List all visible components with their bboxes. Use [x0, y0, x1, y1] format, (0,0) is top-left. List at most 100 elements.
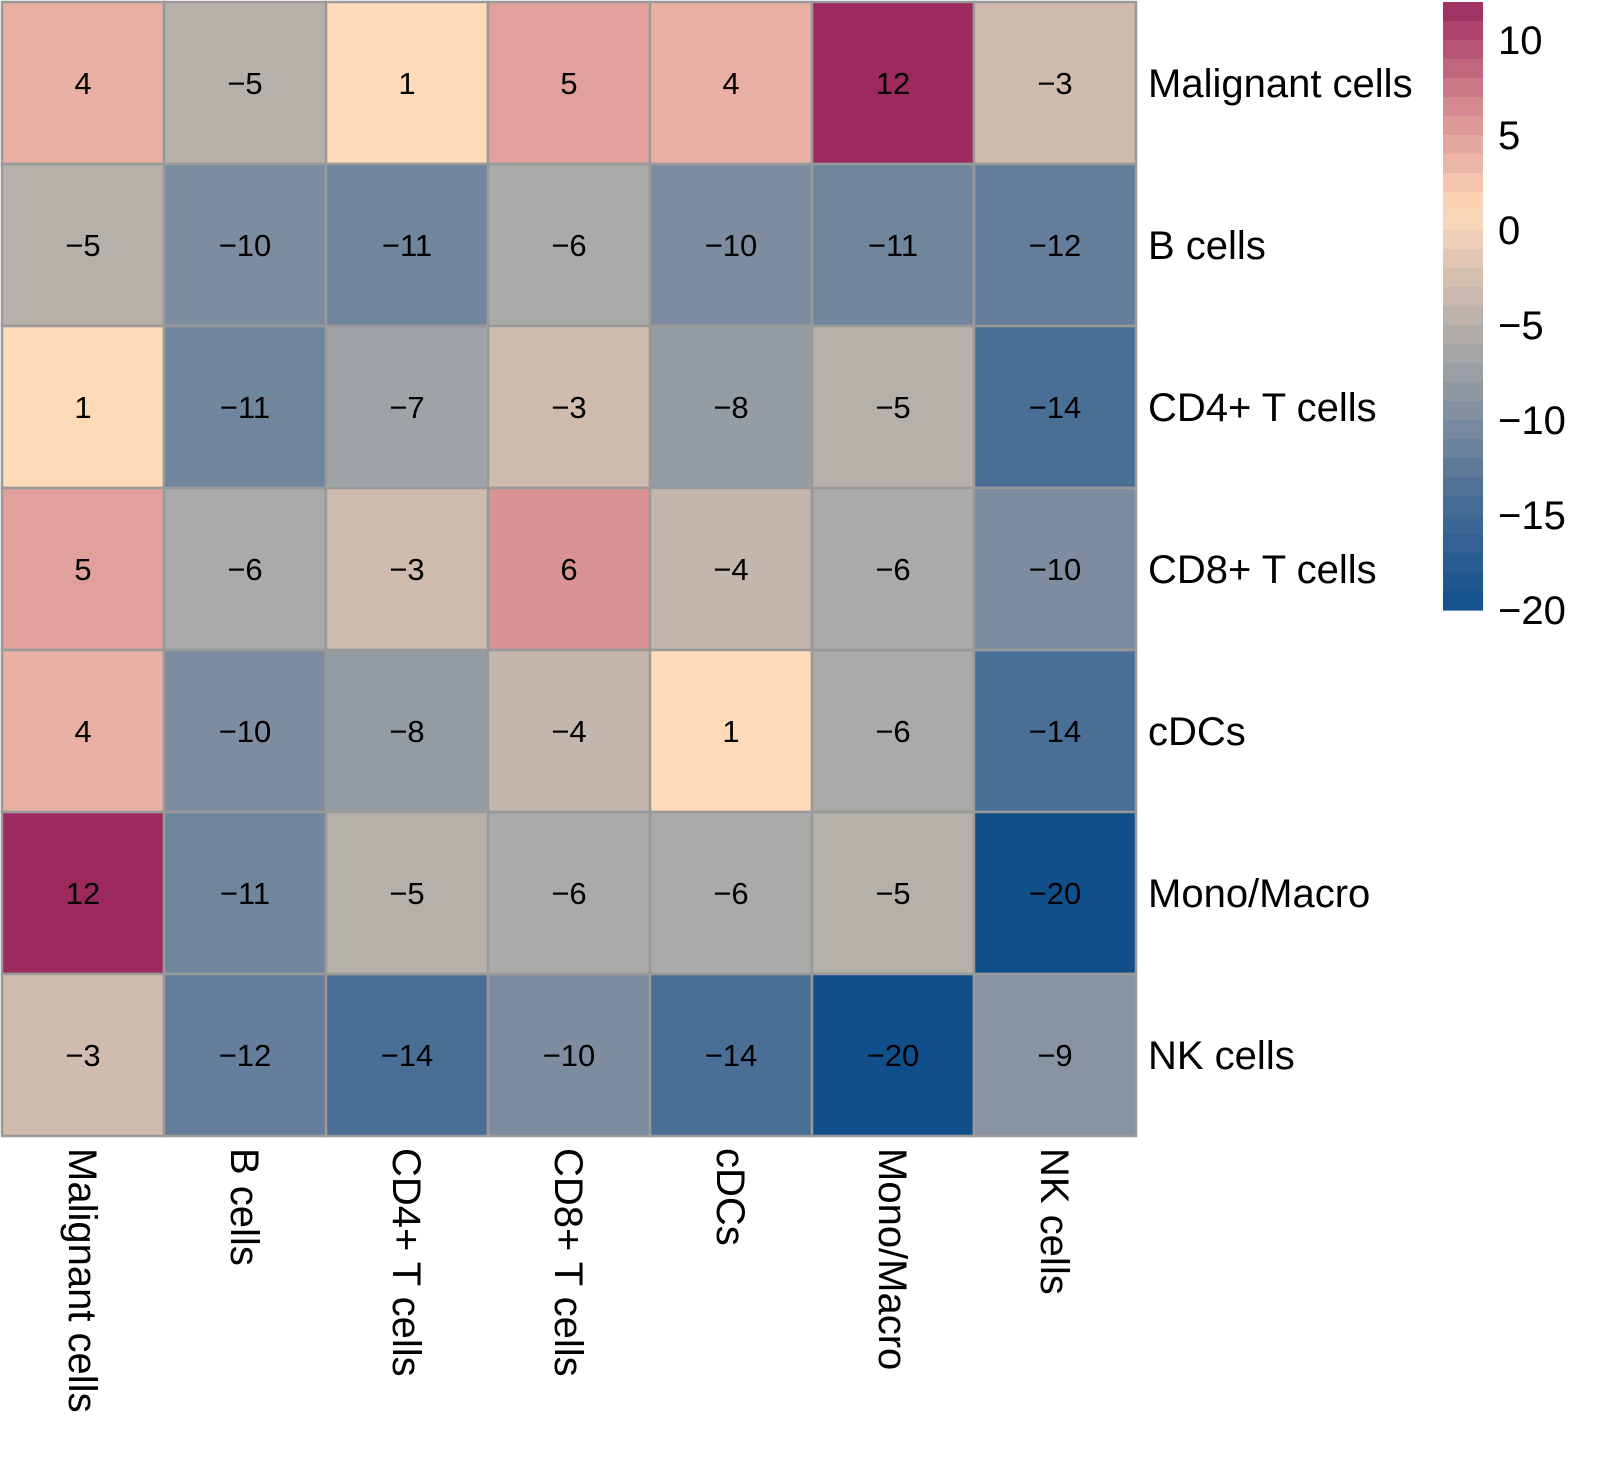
- row-label-malignant-cells: Malignant cells: [1148, 62, 1413, 106]
- cell-rect: [972, 162, 1138, 328]
- colorbar-segment: [1443, 116, 1483, 136]
- colorbar-segment: [1443, 439, 1483, 459]
- heatmap-cell: −8: [324, 648, 490, 814]
- cell-rect: [972, 972, 1138, 1138]
- cell-rect: [648, 162, 814, 328]
- heatmap-cell: 4: [0, 648, 166, 814]
- heatmap-cell: −3: [486, 324, 652, 490]
- colorbar-segment: [1443, 78, 1483, 98]
- heatmap-cell: 1: [324, 0, 490, 166]
- cell-value-label: −6: [551, 876, 586, 911]
- heatmap-cell: −5: [0, 162, 166, 328]
- colorbar-segment: [1443, 21, 1483, 41]
- cell-value-label: −12: [219, 1038, 272, 1073]
- cell-rect: [0, 486, 166, 652]
- colorbar-tick-label: −20: [1498, 589, 1566, 633]
- cell-value-label: 4: [722, 66, 739, 101]
- heatmap-cell: −4: [486, 648, 652, 814]
- cell-value-label: −3: [1037, 66, 1072, 101]
- cell-value-label: −12: [1029, 228, 1082, 263]
- colorbar-segment: [1443, 2, 1483, 22]
- heatmap-cell: −10: [162, 162, 328, 328]
- cell-value-label: −10: [219, 714, 272, 749]
- heatmap-cell: −6: [486, 162, 652, 328]
- heatmap-cell: −10: [648, 162, 814, 328]
- heatmap-cell: −6: [648, 810, 814, 976]
- heatmap-cell: −4: [648, 486, 814, 652]
- cell-value-label: −5: [227, 66, 262, 101]
- heatmap-cell: −11: [162, 810, 328, 976]
- colorbar-segment: [1443, 344, 1483, 364]
- cell-value-label: −5: [875, 876, 910, 911]
- colorbar-legend: 10 5 0 −5 −10 −15 −20: [1443, 2, 1566, 633]
- heatmap-cell: −10: [486, 972, 652, 1138]
- heatmap-cell: −3: [972, 0, 1138, 166]
- colorbar-segment: [1443, 325, 1483, 345]
- heatmap-cell: 12: [0, 810, 166, 976]
- row-label-cdcs: cDCs: [1148, 710, 1246, 754]
- colorbar-segment: [1443, 553, 1483, 573]
- cell-value-label: −6: [875, 714, 910, 749]
- cell-value-label: −6: [551, 228, 586, 263]
- heatmap-cell: −12: [162, 972, 328, 1138]
- cell-rect: [324, 972, 490, 1138]
- heatmap-cell: −5: [810, 324, 976, 490]
- cell-rect: [162, 0, 328, 166]
- cell-value-label: −6: [713, 876, 748, 911]
- colorbar-tick-label: −5: [1498, 304, 1544, 348]
- cell-rect: [810, 486, 976, 652]
- cell-value-label: −4: [713, 552, 748, 587]
- cell-rect: [324, 162, 490, 328]
- column-label-malignant-cells: Malignant cells: [60, 1148, 104, 1413]
- colorbar-segment: [1443, 496, 1483, 516]
- colorbar-segment: [1443, 249, 1483, 269]
- cell-value-label: −11: [220, 876, 270, 911]
- cell-value-label: −10: [1029, 552, 1082, 587]
- cell-value-label: −10: [543, 1038, 596, 1073]
- colorbar-segment: [1443, 591, 1483, 611]
- heatmap-cells: 4 −5 1 5 4 12 −3 −5 −10 −11 −6 −10 −11 −12 1 −11 −7 −3 −8 −…: [0, 0, 1138, 1138]
- cell-value-label: −20: [1029, 876, 1082, 911]
- heatmap-cell: 6: [486, 486, 652, 652]
- colorbar-segment: [1443, 363, 1483, 383]
- cell-value-label: 5: [560, 66, 577, 101]
- cell-value-label: −4: [551, 714, 586, 749]
- cell-value-label: −5: [389, 876, 424, 911]
- cell-rect: [486, 972, 652, 1138]
- colorbar-segment: [1443, 287, 1483, 307]
- cell-rect: [324, 0, 490, 166]
- colorbar-segment: [1443, 401, 1483, 421]
- cell-rect: [972, 486, 1138, 652]
- cell-rect: [0, 972, 166, 1138]
- heatmap-cell: −11: [324, 162, 490, 328]
- colorbar-segment: [1443, 40, 1483, 60]
- cell-value-label: −6: [227, 552, 262, 587]
- heatmap-cell: −14: [972, 648, 1138, 814]
- heatmap-cell: −10: [972, 486, 1138, 652]
- heatmap-cell: 4: [648, 0, 814, 166]
- colorbar-segment: [1443, 230, 1483, 250]
- colorbar-segment: [1443, 458, 1483, 478]
- cell-value-label: 6: [560, 552, 577, 587]
- heatmap-cell: −3: [0, 972, 166, 1138]
- heatmap-cell: −20: [972, 810, 1138, 976]
- cell-value-label: 12: [66, 876, 100, 911]
- colorbar-segment: [1443, 97, 1483, 117]
- column-label-mono-macro: Mono/Macro: [870, 1148, 914, 1370]
- cell-rect: [162, 324, 328, 490]
- cell-value-label: −3: [389, 552, 424, 587]
- colorbar-segment: [1443, 306, 1483, 326]
- heatmap-cell: −14: [972, 324, 1138, 490]
- cell-value-label: −8: [389, 714, 424, 749]
- colorbar-tick-label: −10: [1498, 399, 1566, 443]
- cell-rect: [648, 972, 814, 1138]
- cell-value-label: −7: [389, 390, 424, 425]
- colorbar-tick-label: 0: [1498, 209, 1520, 253]
- cell-value-label: −5: [65, 228, 100, 263]
- cell-rect: [648, 324, 814, 490]
- cell-rect: [0, 0, 166, 166]
- colorbar-segment: [1443, 59, 1483, 79]
- heatmap-cell: −6: [810, 648, 976, 814]
- cell-value-label: 4: [74, 66, 91, 101]
- cell-rect: [972, 324, 1138, 490]
